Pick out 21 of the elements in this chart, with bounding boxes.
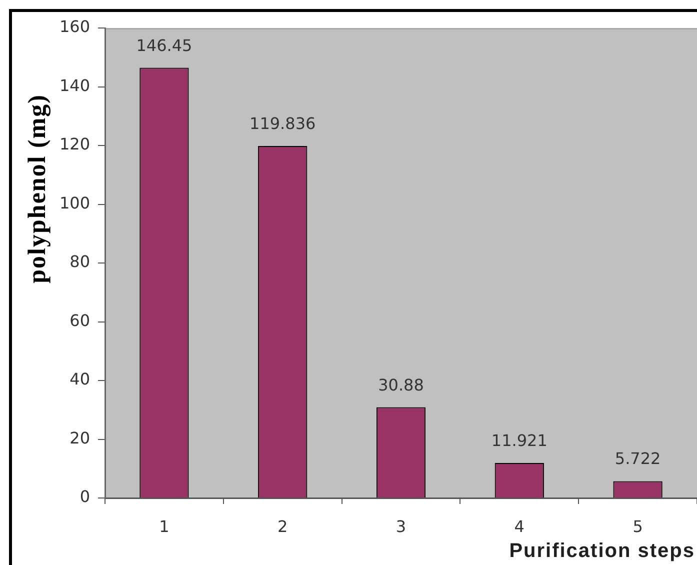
x-tick-label: 3	[396, 516, 406, 536]
y-axis-title: polyphenol (mg)	[24, 94, 52, 284]
x-tick-label: 1	[159, 516, 170, 536]
x-tick-label: 5	[632, 516, 643, 536]
y-tick-label: 120	[59, 134, 90, 154]
y-tick-label: 20	[70, 428, 90, 448]
y-tick-label: 140	[59, 76, 90, 95]
x-tick-label: 4	[514, 516, 524, 536]
y-tick-label: 0	[80, 487, 90, 506]
x-axis-title: Purification steps	[509, 540, 695, 562]
y-tick-label: 160	[59, 17, 90, 36]
y-tick-label: 40	[70, 370, 90, 389]
x-tick-label: 2	[278, 516, 288, 536]
y-tick-label: 80	[70, 252, 90, 272]
y-tick-label: 60	[70, 310, 90, 330]
data-label: 11.921	[491, 430, 548, 450]
data-label: 5.722	[614, 449, 661, 468]
data-label: 119.836	[250, 114, 316, 133]
y-tick-label: 100	[59, 193, 90, 212]
data-label: 146.45	[136, 36, 192, 55]
data-label: 30.88	[378, 375, 424, 394]
